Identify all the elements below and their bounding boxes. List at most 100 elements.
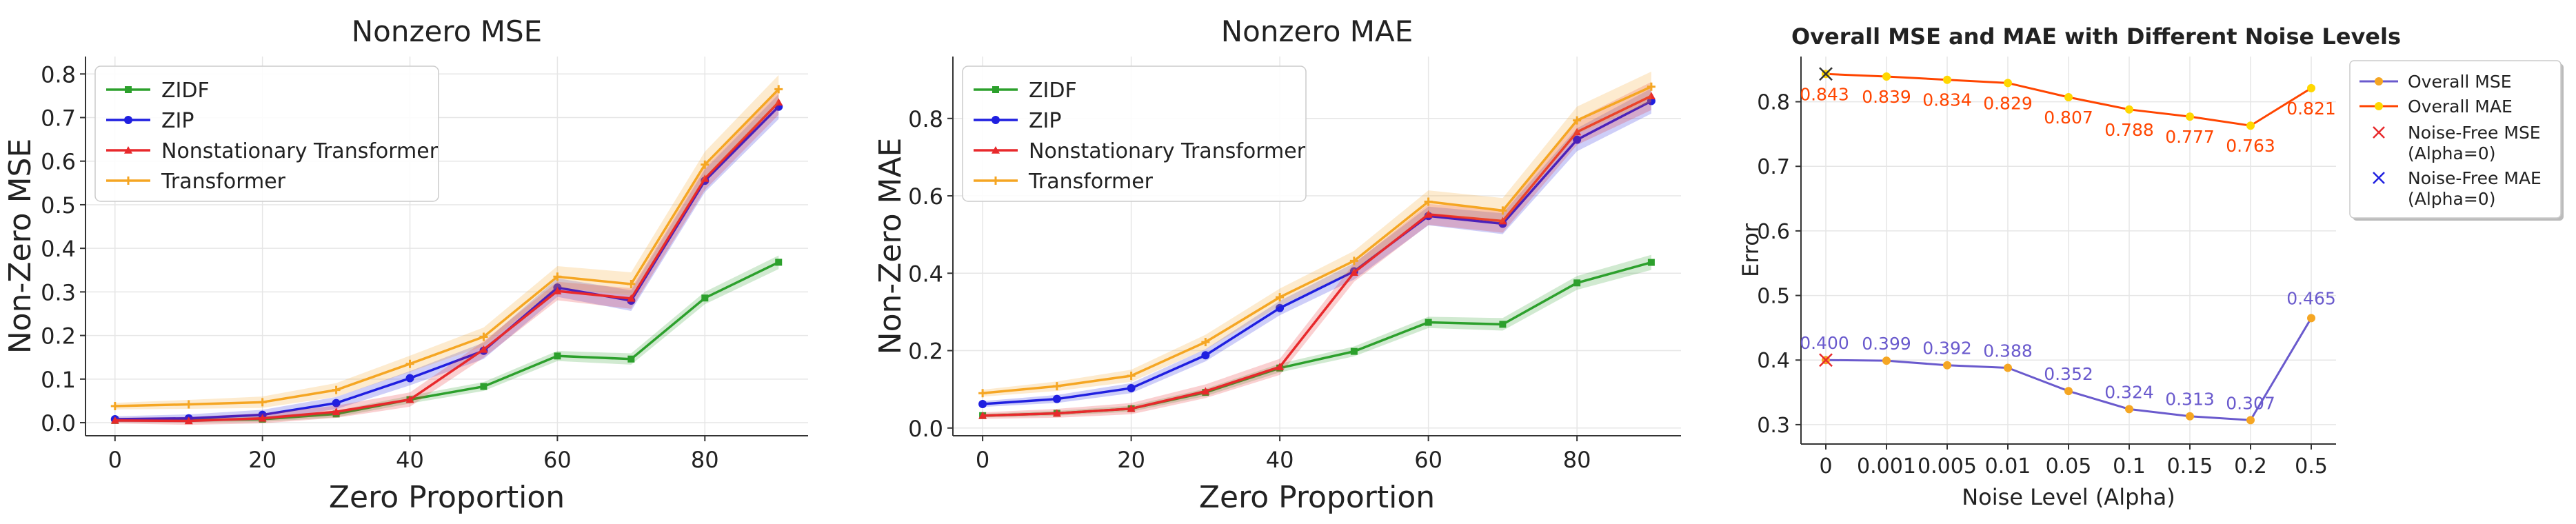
data-point	[1052, 382, 1061, 391]
data-point	[1276, 363, 1285, 370]
x-tick-label: 60	[543, 447, 572, 473]
data-point	[480, 383, 487, 390]
data-point	[1882, 72, 1891, 81]
legend-label: Nonstationary Transformer	[161, 139, 439, 163]
legend-marker	[124, 116, 132, 124]
x-axis-label: Zero Proportion	[1199, 480, 1435, 515]
y-tick-label: 0.1	[41, 367, 76, 393]
y-tick-label: 0.7	[1757, 155, 1790, 179]
data-label: 0.307	[2226, 393, 2275, 413]
data-point	[332, 407, 341, 416]
data-label: 0.763	[2226, 136, 2275, 156]
reference-marker-noise-free-mse	[1819, 353, 1833, 367]
data-point	[1573, 135, 1582, 144]
legend-item-zidf: ZIDF	[974, 79, 1077, 103]
y-tick-label: 0.0	[41, 410, 76, 436]
chart-nonzero-mae: 0.0 0.2 0.4 0.6 0.8 0 20 40 60 80 Nonzero MAE Zero …	[873, 14, 1681, 515]
y-axis-label: Error	[1738, 223, 1764, 277]
x-tick-label: 0	[1819, 454, 1832, 478]
data-point	[1127, 383, 1136, 392]
y-tick-label: 0.5	[41, 192, 76, 219]
confidence-band	[983, 81, 1651, 419]
legend-item-zip: ZIP	[106, 109, 194, 133]
data-point	[1943, 361, 1951, 370]
data-point	[1276, 293, 1285, 302]
data-point	[405, 395, 414, 403]
data-point	[110, 402, 119, 411]
y-tick-label: 0.2	[41, 323, 76, 350]
data-point	[774, 98, 783, 106]
data-label: 0.352	[2044, 364, 2093, 384]
legend-marker	[2375, 77, 2383, 85]
data-point	[701, 174, 710, 182]
data-point	[1349, 256, 1358, 265]
confidence-band	[983, 71, 1651, 397]
data-point	[2064, 93, 2073, 102]
data-point	[332, 385, 341, 394]
data-point	[2186, 112, 2194, 121]
series-nonstationary-transformer	[110, 90, 783, 425]
legend-label: ZIP	[161, 109, 194, 133]
data-point	[1498, 216, 1507, 225]
y-tick-label: 0.8	[1757, 91, 1790, 115]
legend-marker	[124, 146, 132, 154]
data-label: 0.392	[1922, 339, 1972, 359]
legend-frame	[94, 66, 439, 202]
y-tick-label: 0.6	[1757, 220, 1790, 244]
legend-item-transformer: Transformer	[974, 170, 1154, 194]
data-label: 0.400	[1800, 333, 1849, 353]
y-tick-label: 0.8	[908, 106, 943, 132]
y-tick-label: 0.4	[41, 236, 76, 262]
data-point	[1647, 259, 1655, 266]
data-point	[1499, 321, 1507, 328]
data-point	[184, 400, 193, 409]
y-axis-label: Non-Zero MSE	[3, 139, 38, 354]
legend-label: Overall MSE	[2408, 72, 2512, 92]
y-tick-label: 0.4	[1757, 349, 1790, 373]
legend-marker	[992, 146, 1000, 154]
series-overall-mse: 0.400 0.399 0.392 0.388 0.352 0.324 0.313 0.307…	[1800, 288, 2336, 425]
data-point	[1349, 268, 1358, 276]
data-label: 0.313	[2165, 390, 2215, 410]
x-tick-label: 40	[396, 447, 424, 473]
x-tick-label: 0.01	[1985, 454, 2031, 478]
y-tick-label: 0.3	[1757, 414, 1790, 438]
data-point	[258, 414, 267, 422]
x-tick-label: 0	[976, 447, 989, 473]
legend-sublabel: (Alpha=0)	[2408, 189, 2495, 209]
data-point	[701, 160, 710, 169]
x-axis-label: Noise Level (Alpha)	[1962, 484, 2175, 510]
x-tick-label: 60	[1414, 447, 1442, 473]
data-point	[1647, 82, 1656, 91]
legend-item-noise-free-mae: Noise-Free MAE(Alpha=0)	[2373, 168, 2542, 209]
y-tick-label: 0.6	[908, 183, 943, 210]
data-point	[184, 416, 193, 425]
series-transformer	[978, 71, 1656, 398]
legend-item-noise-free-mse: Noise-Free MSE(Alpha=0)	[2373, 123, 2541, 163]
data-point	[554, 352, 561, 360]
series-line	[114, 101, 780, 423]
data-point	[1350, 347, 1358, 355]
legend-label: Transformer	[1028, 170, 1154, 194]
series-zidf	[111, 255, 783, 424]
data-point	[1573, 128, 1582, 136]
data-point	[1201, 338, 1210, 347]
legend-item-zidf: ZIDF	[106, 79, 210, 103]
data-label: 0.821	[2286, 99, 2336, 119]
data-point	[701, 294, 709, 302]
data-point	[1127, 404, 1136, 412]
legend-label: ZIDF	[1029, 79, 1077, 103]
legend-marker	[2373, 172, 2385, 184]
x-tick-label: 0.15	[2167, 454, 2213, 478]
data-point	[2004, 363, 2012, 372]
data-point	[2004, 79, 2012, 88]
y-axis-label: Non-Zero MAE	[873, 138, 908, 355]
data-point	[479, 345, 488, 353]
data-point	[1276, 303, 1285, 312]
data-label: 0.399	[1862, 334, 1911, 354]
legend-item-nonstationary-transformer: Nonstationary Transformer	[974, 139, 1306, 163]
data-point	[332, 399, 341, 407]
data-label: 0.788	[2104, 120, 2154, 140]
confidence-band	[114, 74, 779, 410]
